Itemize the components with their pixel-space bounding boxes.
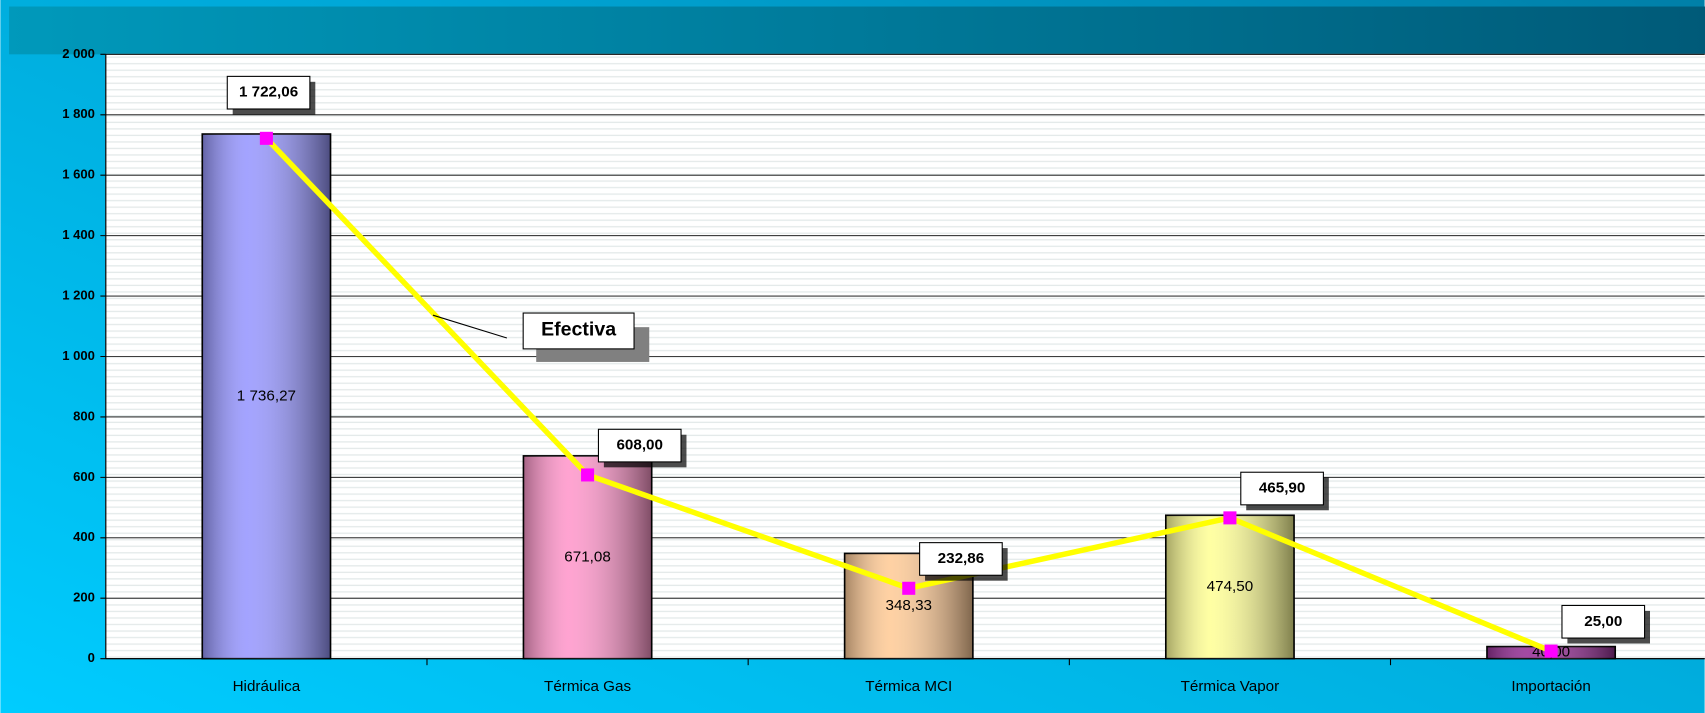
bar-value-label: 671,08 — [564, 548, 611, 565]
annotation-box — [522, 312, 635, 350]
y-tick-label: 600 — [73, 469, 95, 484]
y-tick-label: 2 000 — [62, 46, 95, 61]
line-marker — [259, 131, 273, 145]
line-marker — [902, 581, 916, 595]
line-value-label: 1 722,06 — [239, 84, 298, 101]
label-box — [226, 75, 311, 110]
line-marker — [1223, 511, 1237, 525]
y-tick-label: 1 600 — [62, 167, 95, 182]
label-box — [597, 428, 682, 463]
line-value-label: 608,00 — [616, 437, 663, 454]
line-value-label: 232,86 — [938, 550, 985, 567]
bar-value-label: 1 736,27 — [237, 387, 296, 404]
x-tick-label: Importación — [1511, 678, 1590, 695]
x-tick-label: Hidráulica — [233, 678, 301, 695]
y-tick-label: 800 — [73, 408, 95, 423]
bar-value-label: 348,33 — [885, 597, 932, 614]
label-box — [1561, 604, 1646, 639]
y-tick-label: 1 800 — [62, 106, 95, 121]
annotation-leader — [432, 314, 508, 339]
y-tick-label: 0 — [88, 650, 95, 665]
y-tick-label: 1 000 — [62, 348, 95, 363]
header-band — [9, 6, 1705, 55]
line-value-label: 465,90 — [1259, 480, 1306, 497]
line-value-label: 25,00 — [1584, 613, 1622, 630]
line-marker — [1544, 644, 1558, 658]
x-tick-label: Térmica MCI — [865, 678, 952, 695]
y-tick-label: 1 400 — [62, 227, 95, 242]
line-marker — [581, 468, 595, 482]
bar-shade — [1165, 515, 1295, 659]
y-tick-label: 400 — [73, 529, 95, 544]
bar-value-label: 474,50 — [1207, 578, 1254, 595]
x-tick-label: Térmica Vapor — [1181, 678, 1280, 695]
y-tick-label: 200 — [73, 590, 95, 605]
y-tick-label: 1 200 — [62, 288, 95, 303]
x-tick-label: Térmica Gas — [544, 678, 631, 695]
label-box — [919, 542, 1003, 576]
bar-shade — [202, 134, 331, 659]
series-name: Efectiva — [541, 319, 616, 341]
label-box — [1240, 471, 1324, 506]
